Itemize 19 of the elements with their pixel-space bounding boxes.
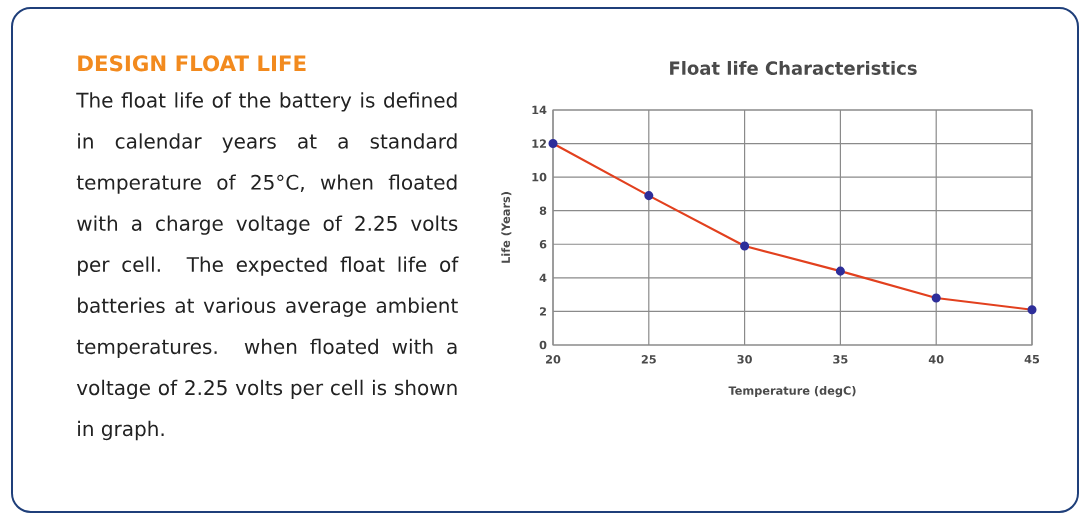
x-tick-label: 45 [1024,355,1040,364]
x-tick-label: 40 [928,355,944,364]
y-tick-label: 10 [532,172,547,182]
y-tick-label: 6 [539,239,547,249]
text: The float life of the battery is defined in calendar years at a standard temperature of 25°C, when floated with a charge voltage of 2.25 volts per cell. The expected float life of batteries at various average ambient temperatures. when floated with a voltage of 2.25 volts per cell is shown in graph. [76,92,459,441]
y-tick-label: 12 [532,139,546,148]
y-tick-label: 8 [539,206,547,215]
x-tick-label: 30 [737,355,752,364]
x-tick-label: 25 [641,355,656,364]
y-tick-label: 0 [539,340,547,350]
chart-title: Float life Characteristics [670,61,917,75]
y-tick-label: 4 [539,273,547,282]
x-tick-label: 35 [833,355,848,364]
y-tick-label: 2 [539,307,546,316]
text: DESIGN FLOAT LIFE [78,55,306,72]
x-axis-title: Temperature (degC) [728,386,856,398]
y-tick-label: 14 [532,105,547,115]
y-axis-title: Life (Years) [501,192,512,263]
x-tick-label: 20 [546,355,561,364]
